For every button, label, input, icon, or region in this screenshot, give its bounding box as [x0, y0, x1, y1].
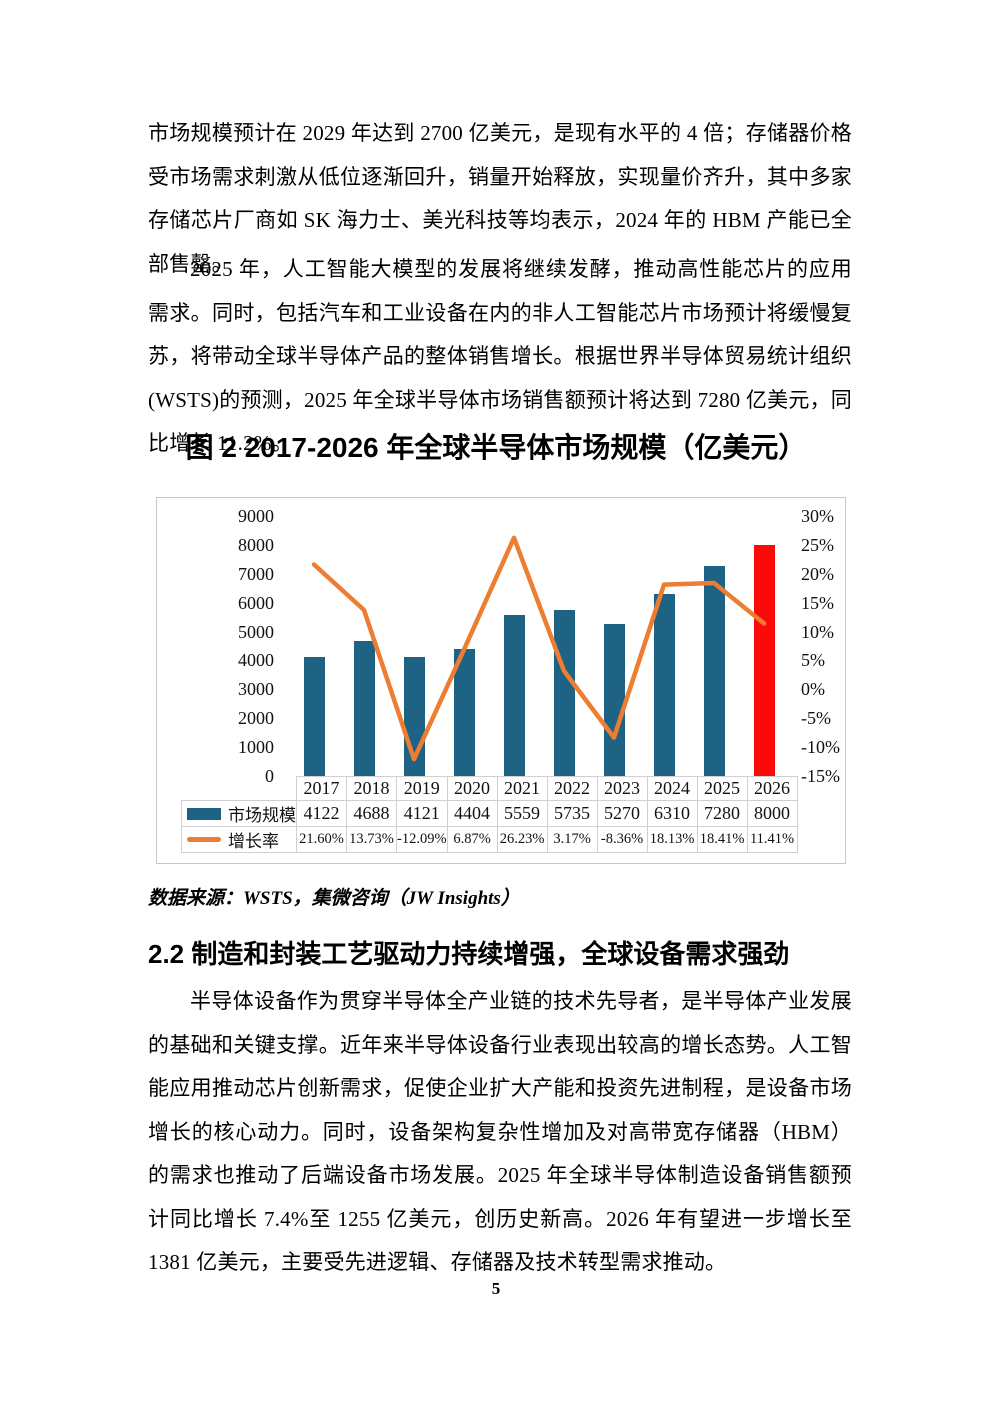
market-size-bar-2020 — [453, 648, 475, 776]
year-cell: 2021 — [496, 776, 548, 801]
growth-rate-value-cell: 18.13% — [646, 826, 698, 853]
table-corner-cell — [182, 777, 297, 801]
growth-rate-value-cell: 13.73% — [346, 826, 397, 853]
year-cell: 2022 — [546, 776, 598, 801]
year-cell: 2019 — [396, 776, 448, 801]
year-cell: 2020 — [446, 776, 498, 801]
paragraph-market-outlook: 市场规模预计在 2029 年达到 2700 亿美元，是现有水平的 4 倍；存储器… — [148, 121, 852, 276]
market-size-bar-2024 — [653, 593, 675, 776]
left-axis-tick: 5000 — [238, 621, 274, 642]
year-cell: 2025 — [696, 776, 748, 801]
market-size-value-cell: 4404 — [446, 800, 498, 827]
left-axis-tick: 1000 — [238, 737, 274, 758]
legend-market-size: 市场规模 — [181, 800, 297, 827]
left-axis-tick: 0 — [265, 766, 274, 786]
market-size-value-cell: 4688 — [346, 800, 397, 827]
data-source-note: 数据来源：WSTS，集微咨询（JW Insights） — [148, 888, 520, 909]
right-axis-tick: 30% — [801, 506, 834, 526]
year-cell: 2017 — [296, 776, 347, 801]
right-axis-tick: 5% — [801, 650, 825, 671]
page-number: 5 — [491, 1279, 501, 1298]
market-size-bar-2018 — [353, 640, 375, 776]
market-size-value-cell: 4121 — [396, 800, 448, 827]
market-size-bar-2019 — [403, 656, 425, 776]
figure-title: 图 2 2017-2026 年全球半导体市场规模（亿美元） — [185, 432, 807, 463]
right-axis-tick: -5% — [801, 708, 831, 729]
year-cell: 2023 — [596, 776, 648, 801]
growth-rate-value-cell: 3.17% — [546, 826, 598, 853]
chart-data-table: 2017 2018 2019 2020 2021 2022 2023 2024 2025 2026… — [181, 776, 798, 853]
growth-rate-value-cell: 11.41% — [746, 826, 798, 853]
right-axis-tick: 25% — [801, 534, 834, 555]
market-size-bar-2021 — [503, 615, 525, 776]
market-size-value-cell: 5270 — [596, 800, 648, 827]
market-size-value-cell: 5559 — [496, 800, 548, 827]
growth-rate-value-cell: 21.60% — [296, 826, 347, 853]
growth-rate-value-cell: 6.87% — [446, 826, 498, 853]
market-size-value-cell: 8000 — [746, 800, 798, 827]
semiconductor-market-chart: 9000 8000 7000 6000 5000 4000 3000 2000 1000 0 30%… — [156, 497, 846, 864]
market-size-bar-2026 — [753, 544, 775, 776]
market-size-bar-2022 — [553, 610, 575, 776]
right-axis-tick: 20% — [801, 563, 834, 584]
paragraph-equipment-demand: 半导体设备作为贯穿半导体全产业链的技术先导者，是半导体产业发展的基础和关键支撑。… — [148, 989, 852, 1274]
market-size-value-cell: 4122 — [296, 800, 347, 827]
left-axis-tick: 4000 — [238, 650, 274, 671]
left-axis-tick: 9000 — [238, 506, 274, 526]
left-axis-tick: 3000 — [238, 679, 274, 700]
growth-rate-value-cell: 26.23% — [496, 826, 548, 853]
year-cell: 2026 — [746, 776, 798, 801]
right-axis-tick: 0% — [801, 679, 825, 700]
right-axis-tick: 15% — [801, 592, 834, 613]
market-size-bar-2025 — [703, 565, 725, 776]
growth-rate-legend-label: 增长率 — [228, 832, 279, 851]
growth-rate-value-cell: -12.09% — [396, 826, 448, 853]
section-heading-2-2: 2.2 制造和封装工艺驱动力持续增强，全球设备需求强劲 — [148, 939, 790, 969]
market-size-value-cell: 5735 — [546, 800, 598, 827]
growth-rate-value-cell: 18.41% — [696, 826, 748, 853]
growth-rate-value-cell: -8.36% — [596, 826, 648, 853]
market-size-bar-2023 — [603, 623, 625, 776]
market-size-legend-label: 市场规模 — [228, 806, 296, 825]
growth-rate-swatch-icon — [187, 837, 221, 842]
left-axis-tick: 8000 — [238, 534, 274, 555]
market-size-value-cell: 7280 — [696, 800, 748, 827]
legend-growth-rate: 增长率 — [181, 826, 297, 853]
left-axis-tick: 2000 — [238, 708, 274, 729]
paragraph-2025-forecast: 2025 年，人工智能大模型的发展将继续发酵，推动高性能芯片的应用需求。同时，包… — [148, 257, 852, 455]
year-cell: 2024 — [646, 776, 698, 801]
right-axis-tick: 10% — [801, 621, 834, 642]
market-size-bar-2017 — [303, 656, 325, 776]
left-axis-tick: 7000 — [238, 563, 274, 584]
market-size-swatch-icon — [187, 807, 221, 820]
market-size-value-cell: 6310 — [646, 800, 698, 827]
right-axis-tick: -10% — [801, 737, 840, 758]
year-cell: 2018 — [346, 776, 397, 801]
left-axis-tick: 6000 — [238, 592, 274, 613]
right-axis-tick: -15% — [801, 766, 840, 786]
